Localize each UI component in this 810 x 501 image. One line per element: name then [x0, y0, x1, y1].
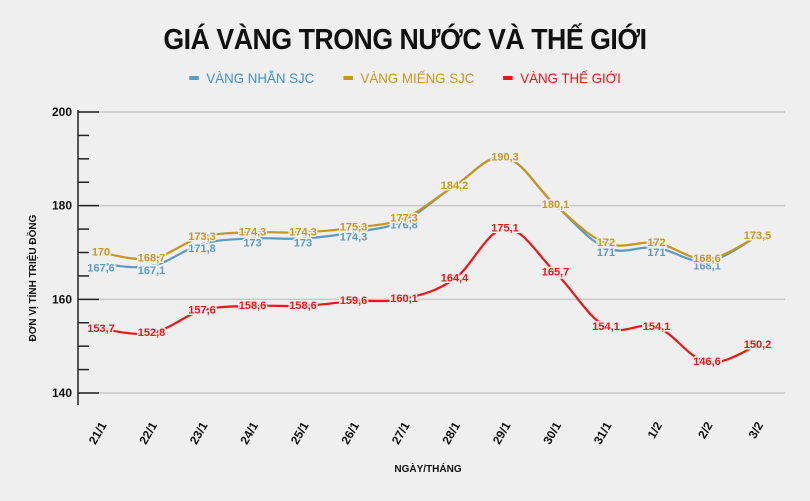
- data-label: 175,1: [491, 223, 519, 235]
- y-axis: 140 160 180 200: [52, 105, 99, 405]
- gridlines: [78, 111, 785, 394]
- data-label: 153,7: [87, 323, 115, 335]
- data-label: 184,2: [441, 180, 469, 192]
- x-tick-label: 3/2: [746, 419, 767, 441]
- x-tick-label: 31/1: [591, 419, 615, 447]
- data-label: 177,3: [390, 212, 418, 224]
- data-label: 157,6: [188, 305, 216, 317]
- y-tick-label: 200: [52, 105, 72, 119]
- x-tick-label: 25/1: [288, 419, 312, 447]
- data-label: 171,8: [188, 243, 216, 255]
- data-label: 152,8: [138, 327, 166, 339]
- data-label: 168,6: [693, 253, 721, 265]
- x-tick-label: 2/2: [695, 419, 716, 441]
- data-label: 165,7: [542, 267, 570, 279]
- x-tick-label: 23/1: [187, 419, 211, 447]
- data-label: 174,3: [289, 226, 317, 238]
- data-label: 174,3: [239, 226, 267, 238]
- data-label: 170: [92, 247, 110, 259]
- data-label: 158,6: [289, 300, 317, 312]
- data-label: 158,6: [239, 300, 267, 312]
- data-label: 160,1: [390, 293, 418, 305]
- x-tick-label: 21/1: [86, 419, 110, 447]
- x-tick-label: 24/1: [237, 419, 261, 447]
- x-tick-label: 30/1: [540, 419, 564, 447]
- x-axis-title: NGÀY/THÁNG: [394, 462, 461, 475]
- data-label: 146,6: [693, 356, 721, 368]
- legend-item-vang-nhan: VÀNG NHẪN SJC: [189, 70, 315, 86]
- chart-title: GIÁ VÀNG TRONG NƯỚC VÀ THẾ GIỚI: [163, 24, 647, 56]
- data-label: 173: [243, 237, 261, 249]
- series-lines: [100, 156, 759, 364]
- data-label: 168,7: [138, 253, 166, 265]
- y-tick-label: 140: [52, 386, 72, 400]
- data-label: 171: [597, 247, 615, 259]
- legend-item-vang-the-gioi: VÀNG THẾ GIỚI: [502, 70, 621, 86]
- x-tick-label: 28/1: [439, 419, 463, 447]
- x-axis-labels: 21/1 22/1 23/1 24/1 25/1 26/1 27/1 28/1 29/1 30/1…: [86, 419, 766, 447]
- data-label: 180,1: [542, 199, 570, 211]
- data-label: 154,1: [592, 321, 620, 333]
- y-tick-label: 160: [52, 292, 72, 306]
- legend-swatch-icon: [502, 76, 513, 80]
- legend-label: VÀNG MIẾNG SJC: [360, 70, 475, 86]
- x-tick-label: 22/1: [136, 419, 160, 447]
- legend-label: VÀNG NHẪN SJC: [206, 70, 315, 86]
- data-label: 171: [647, 247, 665, 259]
- data-label: 175,3: [340, 222, 368, 234]
- legend-swatch-icon: [189, 76, 200, 80]
- y-axis-title: ĐƠN VỊ TÍNH TRIỆU ĐỒNG: [26, 214, 39, 341]
- legend-swatch-icon: [343, 76, 353, 80]
- data-label: 174,3: [340, 231, 368, 243]
- data-label: 176,8: [390, 220, 418, 232]
- x-tick-label: 1/2: [645, 419, 666, 441]
- data-label: 173,5: [744, 230, 772, 242]
- data-label: 159,6: [340, 295, 368, 307]
- chart-legend: VÀNG NHẪN SJC VÀNG MIẾNG SJC VÀNG THẾ GI…: [0, 70, 810, 86]
- y-tick-label: 180: [52, 199, 72, 213]
- data-label: 150,2: [744, 339, 772, 351]
- legend-label: VÀNG THẾ GIỚI: [519, 70, 621, 86]
- data-label: 167,6: [87, 263, 115, 275]
- data-label: 190,3: [491, 151, 519, 163]
- data-label: 172: [597, 237, 615, 249]
- data-label: 173: [294, 237, 312, 249]
- data-label: 168,1: [693, 260, 721, 272]
- data-label: 167,1: [138, 265, 166, 277]
- x-tick-label: 27/1: [389, 419, 413, 447]
- legend-item-vang-mieng: VÀNG MIẾNG SJC: [343, 70, 474, 86]
- x-tick-label: 29/1: [490, 419, 514, 447]
- series-line: [100, 156, 758, 261]
- data-label: 154,1: [643, 321, 671, 333]
- data-label: 164,4: [441, 273, 469, 285]
- data-label: 172: [647, 237, 665, 249]
- series-line: [100, 227, 758, 364]
- x-tick-label: 26/1: [338, 419, 362, 447]
- data-label: 173,3: [188, 231, 216, 243]
